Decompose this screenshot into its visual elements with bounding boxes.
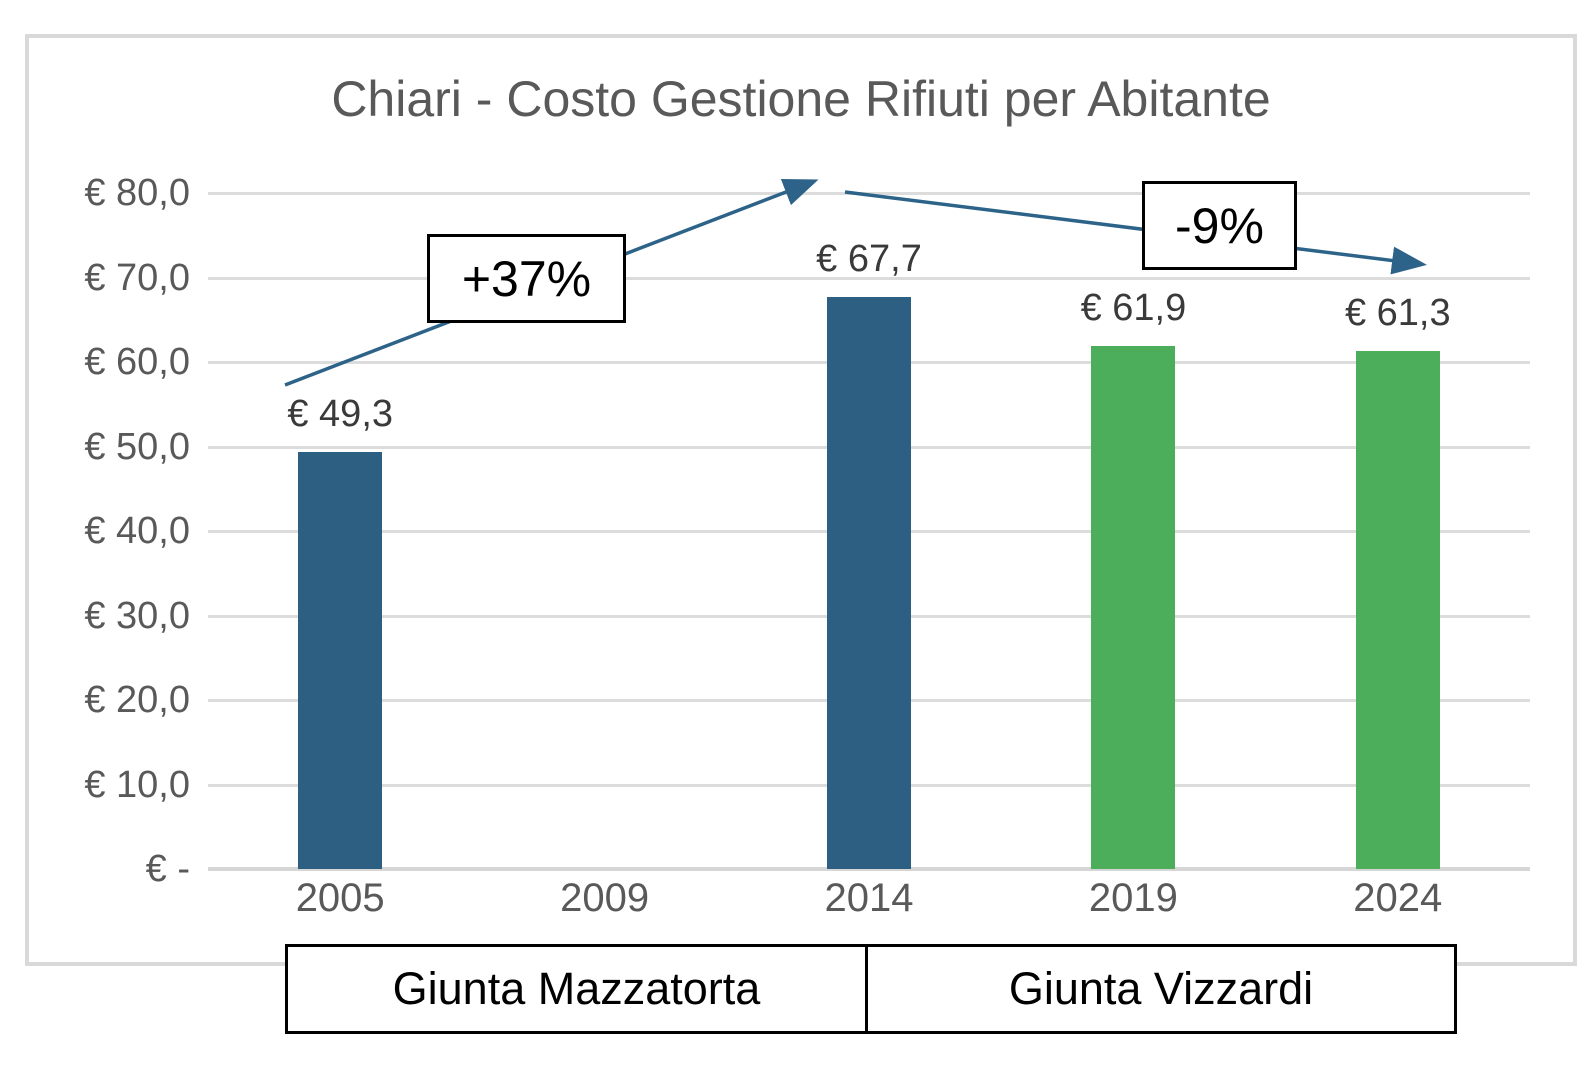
bar	[1091, 345, 1176, 869]
bar	[827, 296, 911, 869]
group-label-mazzatorta-text: Giunta Mazzatorta	[392, 963, 761, 1014]
y-axis-tick-label: € 10,0	[84, 763, 190, 806]
annotation-decrease-label: -9%	[1175, 197, 1264, 254]
chart-frame	[25, 34, 1577, 966]
group-label-mazzatorta: Giunta Mazzatorta	[285, 944, 868, 1034]
bar-value-label: € 61,9	[1080, 286, 1187, 329]
annotation-decrease-box: -9%	[1142, 181, 1297, 270]
x-axis-tick-label: 2019	[1088, 876, 1178, 920]
chart-title: Chiari - Costo Gestione Rifiuti per Abit…	[331, 71, 1271, 127]
bar	[298, 452, 383, 869]
annotation-increase-box: +37%	[427, 234, 626, 323]
bar	[1355, 351, 1440, 869]
y-axis-tick-label: € 70,0	[84, 256, 190, 299]
x-axis-tick-label: 2014	[824, 876, 914, 920]
bar-value-label: € 67,7	[816, 237, 922, 280]
y-axis-tick-label: € 50,0	[84, 425, 190, 468]
x-axis-line	[208, 867, 1530, 871]
y-axis-tick-label: € -	[145, 848, 190, 890]
group-label-vizzardi: Giunta Vizzardi	[868, 944, 1457, 1034]
group-label-vizzardi-text: Giunta Vizzardi	[1008, 963, 1314, 1014]
annotation-increase-label: +37%	[461, 250, 592, 307]
x-axis-tick-label: 2009	[560, 876, 650, 920]
gridline	[208, 192, 1530, 195]
y-axis-tick-label: € 20,0	[84, 679, 190, 721]
gridline	[208, 276, 1530, 280]
y-axis-tick-label: € 40,0	[84, 510, 190, 552]
y-axis-tick-label: € 80,0	[84, 172, 190, 214]
y-axis-tick-label: € 60,0	[84, 341, 190, 383]
x-axis-tick-label: 2005	[295, 876, 385, 920]
x-axis-tick-label: 2024	[1353, 876, 1443, 920]
y-axis-tick-label: € 30,0	[84, 594, 190, 637]
bar-value-label: € 61,3	[1344, 292, 1451, 334]
bar-value-label: € 49,3	[287, 393, 394, 436]
